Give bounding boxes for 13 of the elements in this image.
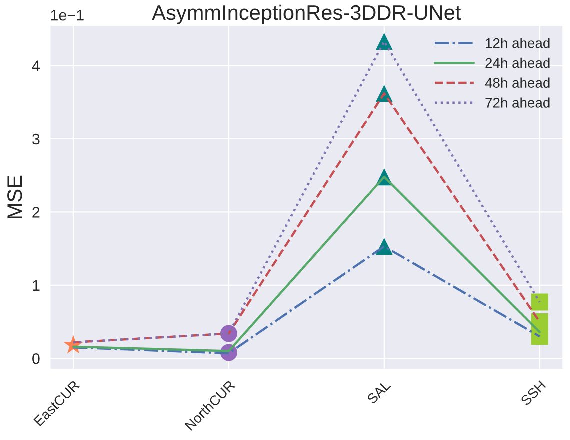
y-axis-title: MSE (8, 176, 22, 218)
y-tick-label: 2 (32, 207, 40, 218)
y-tick-label: 0 (32, 353, 40, 364)
legend-label: 48h ahead (485, 78, 550, 88)
y-tick-label: 3 (32, 134, 40, 145)
legend-label: 24h ahead (486, 58, 550, 68)
chart-title: AsymmInceptionRes-3DDR-UNet (152, 4, 462, 24)
y-tick-label: 4 (32, 60, 40, 72)
y-tick-label: 1 (33, 280, 40, 291)
legend-label: 72h ahead (486, 98, 550, 108)
text: 1e−1 (51, 10, 84, 21)
legend-label: 12h ahead (486, 38, 550, 48)
x-tick-label: SAL (366, 380, 392, 405)
